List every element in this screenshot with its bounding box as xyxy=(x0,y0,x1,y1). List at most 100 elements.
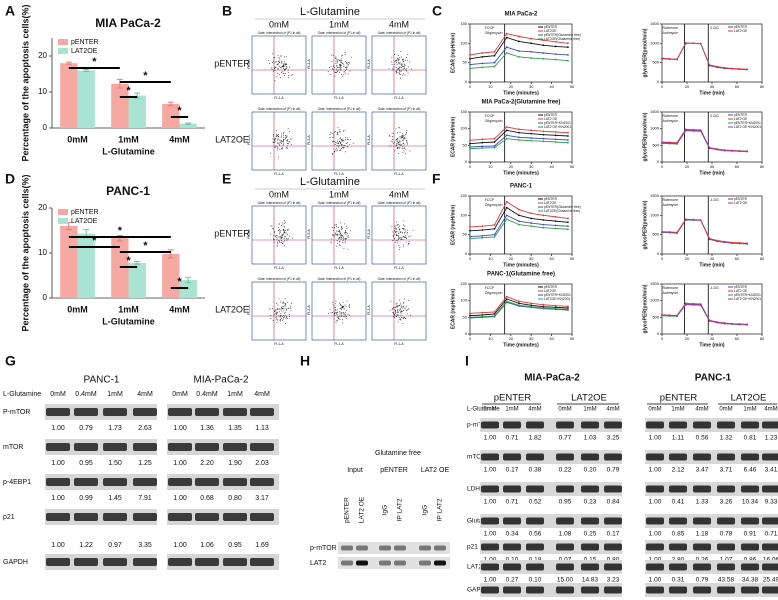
event-dot xyxy=(286,135,288,137)
blot-band xyxy=(103,558,127,566)
blot-band xyxy=(741,485,759,493)
protein-label: p21 xyxy=(467,544,478,551)
legend-label: pENTER xyxy=(734,113,748,117)
x-axis-label: Time (minutes) xyxy=(503,90,539,96)
event-dot xyxy=(342,138,344,140)
event-dot xyxy=(337,311,338,313)
event-dot xyxy=(287,69,289,71)
event-dot xyxy=(284,304,286,306)
event-dot xyxy=(399,66,401,68)
event-dot xyxy=(291,143,292,145)
data-point xyxy=(505,300,508,303)
event-dot xyxy=(402,232,404,234)
event-dot xyxy=(392,67,394,69)
event-dot xyxy=(342,140,344,141)
quantification: 0.97 xyxy=(108,542,122,549)
event-dot xyxy=(338,318,340,320)
data-point xyxy=(530,302,533,305)
quantification: 1.00 xyxy=(51,460,65,467)
data-point xyxy=(469,237,471,240)
event-dot xyxy=(288,228,290,230)
event-dot xyxy=(400,305,402,307)
flow-plot-frame xyxy=(251,205,307,265)
event-dot xyxy=(398,314,400,316)
y-axis-label: Percentage of the apoptosis cells(%) xyxy=(20,4,30,161)
event-dot xyxy=(336,72,338,73)
event-dot xyxy=(336,132,338,134)
event-dot xyxy=(397,59,399,61)
event-dot xyxy=(273,60,274,62)
event-dot xyxy=(334,224,336,226)
event-dot xyxy=(392,139,393,140)
event-dot xyxy=(331,227,333,228)
data-point xyxy=(493,141,496,143)
blot-band xyxy=(74,478,98,486)
event-dot xyxy=(278,308,280,310)
event-dot xyxy=(403,318,404,320)
event-dot xyxy=(279,233,280,235)
data-point xyxy=(567,54,569,56)
event-dot xyxy=(287,143,288,144)
quantification: 1.00 xyxy=(649,531,662,538)
quantification: 2.03 xyxy=(255,460,269,467)
event-dot xyxy=(272,138,274,140)
event-dot xyxy=(342,75,344,77)
event-dot xyxy=(339,142,341,144)
event-dot xyxy=(395,139,397,141)
event-dot xyxy=(406,142,408,144)
data-point xyxy=(723,66,726,69)
event-dot xyxy=(404,237,405,238)
x-tick-label: 0 xyxy=(469,256,472,261)
event-dot xyxy=(278,223,280,225)
y-tick-label: 0 xyxy=(43,293,48,302)
data-point xyxy=(505,218,508,221)
data-point xyxy=(530,57,533,59)
event-dot xyxy=(278,134,279,135)
event-dot xyxy=(337,226,339,228)
event-dot xyxy=(397,132,398,134)
x-tick-label: 60 xyxy=(735,164,740,169)
y-tick-label: 50 xyxy=(463,142,468,147)
event-dot xyxy=(395,227,396,229)
quantification: 0.68 xyxy=(200,495,214,502)
event-dot xyxy=(283,135,285,136)
blot-band xyxy=(481,586,499,594)
data-point xyxy=(481,315,484,318)
event-dot xyxy=(402,305,404,307)
gate-label: Gate: intersection of (P1 in all) xyxy=(258,107,301,111)
event-dot xyxy=(286,228,288,230)
event-dot xyxy=(396,315,397,317)
event-dot xyxy=(340,238,342,240)
event-dot xyxy=(334,131,336,133)
event-dot xyxy=(277,139,279,141)
event-dot xyxy=(278,298,280,300)
data-point xyxy=(505,32,508,35)
event-dot xyxy=(339,60,340,61)
quantification: 1.00 xyxy=(173,460,187,467)
event-dot xyxy=(391,132,393,134)
row-label: LAT2OE xyxy=(215,304,249,314)
event-dot xyxy=(395,228,397,230)
event-dot xyxy=(285,315,287,316)
event-dot xyxy=(280,315,281,317)
data-point xyxy=(567,225,569,228)
event-dot xyxy=(284,75,285,77)
event-dot xyxy=(397,226,399,228)
quantification: 0.71 xyxy=(506,499,519,506)
event-dot xyxy=(286,239,288,241)
x-axis-label: FL1-A xyxy=(334,266,344,270)
quantification: 1.00 xyxy=(484,435,497,442)
chart-title: MIA PaCa-2 xyxy=(95,16,161,30)
blot-band xyxy=(741,421,759,429)
data-point xyxy=(530,37,533,40)
cell-line: PANC-1 xyxy=(695,373,732,384)
injection-label: Oligomycin xyxy=(485,203,503,207)
event-dot xyxy=(333,307,335,308)
event-dot xyxy=(404,308,406,310)
event-dot xyxy=(404,147,405,149)
event-dot xyxy=(287,229,289,231)
flow-plot-frame xyxy=(311,111,367,171)
data-point xyxy=(716,321,718,324)
y-tick-label: 1500 xyxy=(650,109,660,114)
event-dot xyxy=(285,221,286,223)
